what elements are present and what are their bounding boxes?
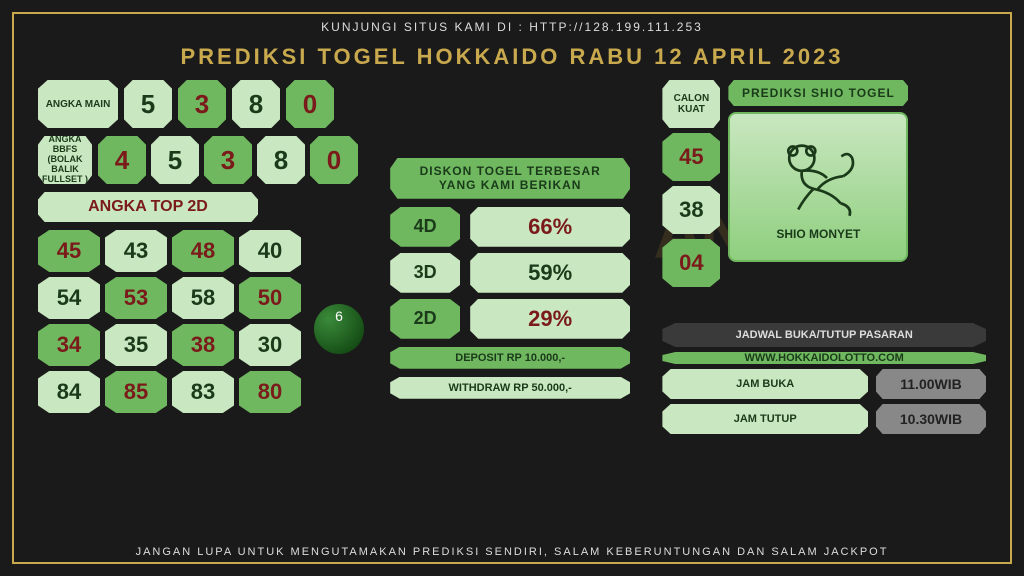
number-tile: 85: [105, 371, 167, 413]
number-tile: 38: [172, 324, 234, 366]
number-tile: 50: [239, 277, 301, 319]
jam-tutup-label: JAM TUTUP: [662, 404, 868, 434]
number-tile: 83: [172, 371, 234, 413]
number-tile: 3: [178, 80, 226, 128]
number-tile: 48: [172, 230, 234, 272]
number-tile: 30: [239, 324, 301, 366]
discount-label: 4D: [390, 207, 460, 247]
top2d-grid: 45434840 54535850 34353830 84858380: [38, 230, 358, 413]
shio-header: PREDIKSI SHIO TOGEL: [728, 80, 908, 106]
number-tile: 5: [151, 136, 199, 184]
discount-value: 29%: [470, 299, 630, 339]
number-tile: 4: [98, 136, 146, 184]
discount-row: 2D29%: [390, 299, 630, 339]
number-tile: 84: [38, 371, 100, 413]
schedule-site: WWW.HOKKAIDOLOTTO.COM: [662, 352, 986, 364]
number-tile: 0: [286, 80, 334, 128]
shio-name: SHIO MONYET: [776, 227, 860, 241]
number-tile: 53: [105, 277, 167, 319]
monkey-icon: [773, 133, 863, 223]
number-tile: 80: [239, 371, 301, 413]
schedule-header: JADWAL BUKA/TUTUP PASARAN: [662, 323, 986, 347]
number-tile: 45: [662, 133, 720, 181]
discount-row: 3D59%: [390, 253, 630, 293]
number-tile: 58: [172, 277, 234, 319]
discount-label: 2D: [390, 299, 460, 339]
number-tile: 43: [105, 230, 167, 272]
deposit-info: DEPOSIT RP 10.000,-: [390, 347, 630, 369]
number-tile: 3: [204, 136, 252, 184]
number-tile: 5: [124, 80, 172, 128]
number-tile: 8: [232, 80, 280, 128]
number-tile: 35: [105, 324, 167, 366]
shio-box: SHIO MONYET: [728, 112, 908, 262]
angka-bbfs-row: ANGKA BBFS (BOLAK BALIK FULLSET ) 45380: [38, 136, 358, 184]
number-tile: 40: [239, 230, 301, 272]
discount-value: 59%: [470, 253, 630, 293]
angka-main-label: ANGKA MAIN: [38, 80, 118, 128]
number-tile: 8: [257, 136, 305, 184]
number-tile: 45: [38, 230, 100, 272]
discount-value: 66%: [470, 207, 630, 247]
discount-row: 4D66%: [390, 207, 630, 247]
page-title: PREDIKSI TOGEL HOKKAIDO RABU 12 APRIL 20…: [14, 44, 1010, 70]
number-tile: 34: [38, 324, 100, 366]
jam-buka-label: JAM BUKA: [662, 369, 868, 399]
number-tile: 54: [38, 277, 100, 319]
number-tile: 0: [310, 136, 358, 184]
diskon-header: DISKON TOGEL TERBESAR YANG KAMI BERIKAN: [390, 158, 630, 199]
angka-main-row: ANGKA MAIN 5380: [38, 80, 358, 128]
top-link-bar: KUNJUNGI SITUS KAMI DI : HTTP://128.199.…: [14, 14, 1010, 40]
footer-text: JANGAN LUPA UNTUK MENGUTAMAKAN PREDIKSI …: [14, 546, 1010, 558]
discount-label: 3D: [390, 253, 460, 293]
jam-tutup-value: 10.30WIB: [876, 404, 986, 434]
jam-buka-value: 11.00WIB: [876, 369, 986, 399]
number-tile: 04: [662, 239, 720, 287]
angka-bbfs-label: ANGKA BBFS (BOLAK BALIK FULLSET ): [38, 136, 92, 184]
number-tile: 38: [662, 186, 720, 234]
top2d-header: ANGKA TOP 2D: [38, 192, 258, 222]
calon-kuat-label: CALON KUAT: [662, 80, 720, 128]
withdraw-info: WITHDRAW RP 50.000,-: [390, 377, 630, 399]
